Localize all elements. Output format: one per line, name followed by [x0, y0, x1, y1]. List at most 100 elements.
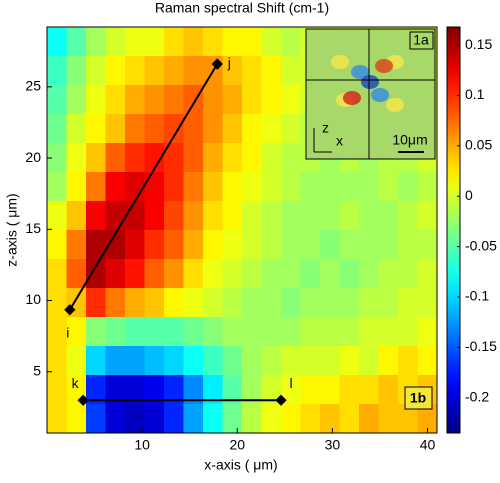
heatmap-cell: [398, 317, 418, 347]
inset-blob: [375, 59, 393, 73]
heatmap-cell: [320, 172, 340, 202]
y-axis-label: z-axis ( μm): [4, 193, 20, 266]
heatmap-cell: [86, 85, 106, 115]
heatmap-cell: [339, 317, 360, 347]
heatmap-cell: [144, 404, 165, 434]
heatmap-cell: [242, 259, 262, 289]
heatmap-cell: [300, 317, 321, 347]
heatmap-cell: [261, 317, 282, 347]
heatmap-cell: [183, 259, 204, 289]
heatmap-cell: [417, 404, 438, 434]
y-tick-label: 25: [25, 78, 41, 94]
colorbar: [446, 26, 461, 434]
heatmap-cell: [86, 375, 106, 405]
colorbar-tick-label: -0.15: [465, 338, 497, 354]
heatmap-cell: [144, 85, 165, 115]
heatmap-cell: [222, 172, 243, 202]
heatmap-cell: [86, 56, 106, 86]
inset-blob: [386, 98, 404, 112]
heatmap-cell: [261, 56, 282, 86]
heatmap-cell: [66, 114, 87, 144]
heatmap-cell: [339, 404, 360, 434]
heatmap-cell: [339, 230, 360, 260]
heatmap-cell: [105, 201, 126, 231]
heatmap-cell: [359, 259, 379, 289]
heatmap-cell: [261, 288, 282, 318]
heatmap-cell: [164, 114, 184, 144]
heatmap-cell: [378, 172, 399, 202]
colorbar-tick-label: 0.05: [465, 137, 492, 153]
heatmap-cell: [66, 201, 87, 231]
inset-axis-label: x: [336, 133, 343, 149]
heatmap-cell: [378, 201, 399, 231]
heatmap-cell: [281, 114, 301, 144]
heatmap-cell: [320, 346, 340, 376]
heatmap-cell: [242, 114, 262, 144]
heatmap-cell: [203, 259, 223, 289]
heatmap-cell: [47, 172, 67, 202]
heatmap-cell: [66, 317, 87, 347]
heatmap-cell: [261, 230, 282, 260]
heatmap-cell: [203, 404, 223, 434]
heatmap-cell: [164, 288, 184, 318]
heatmap-cell: [300, 230, 321, 260]
heatmap-cell: [125, 375, 145, 405]
heatmap-cell: [261, 404, 282, 434]
heatmap-cell: [203, 172, 223, 202]
heatmap-cell: [105, 346, 126, 376]
heatmap-cell: [261, 143, 282, 173]
heatmap-cell: [242, 317, 262, 347]
heatmap-cell: [203, 201, 223, 231]
heatmap-cell: [47, 346, 67, 376]
heatmap-cell: [47, 288, 67, 318]
heatmap-cell: [66, 346, 87, 376]
heatmap-cell: [242, 143, 262, 173]
heatmap-cell: [222, 230, 243, 260]
heatmap-cell: [183, 230, 204, 260]
heatmap-cell: [222, 375, 243, 405]
colorbar-tick-label: 0.1: [465, 86, 485, 102]
heatmap-cell: [105, 317, 126, 347]
heatmap-cell: [203, 317, 223, 347]
inset-label-box: [409, 31, 434, 50]
heatmap-cell: [339, 375, 360, 405]
heatmap-cell: [339, 346, 360, 376]
plot-frame: [46, 26, 438, 434]
heatmap-cell: [300, 288, 321, 318]
heatmap-cell: [378, 259, 399, 289]
heatmap-cell: [86, 143, 106, 173]
heatmap-cell: [125, 404, 145, 434]
profile-label: i: [66, 324, 69, 340]
heatmap-cell: [222, 404, 243, 434]
heatmap-cell: [105, 143, 126, 173]
heatmap-cell: [86, 114, 106, 144]
heatmap-cell: [183, 172, 204, 202]
heatmap-cell: [203, 346, 223, 376]
heatmap-cell: [86, 230, 106, 260]
heatmap-cell: [144, 143, 165, 173]
heatmap-cell: [203, 143, 223, 173]
heatmap-cell: [359, 288, 379, 318]
colorbar-tick-label: -0.1: [465, 288, 489, 304]
heatmap-cell: [281, 259, 301, 289]
heatmap-cell: [242, 375, 262, 405]
heatmap-cell: [281, 56, 301, 86]
heatmap-cell: [183, 346, 204, 376]
heatmap-cell: [281, 201, 301, 231]
heatmap-cell: [203, 230, 223, 260]
heatmap-cell: [164, 172, 184, 202]
x-tick-label: 30: [325, 437, 341, 453]
y-tick-label: 5: [33, 362, 41, 378]
heatmap-cell: [47, 114, 67, 144]
heatmap-cell: [105, 114, 126, 144]
heatmap-cell: [320, 317, 340, 347]
heatmap-cell: [183, 27, 204, 57]
heatmap-cell: [417, 172, 438, 202]
chart-title: Raman spectral Shift (cm-1): [155, 0, 329, 16]
heatmap-cell: [261, 114, 282, 144]
heatmap-cell: [86, 317, 106, 347]
heatmap-cell: [378, 346, 399, 376]
heatmap-cell: [320, 230, 340, 260]
heatmap-cell: [105, 56, 126, 86]
